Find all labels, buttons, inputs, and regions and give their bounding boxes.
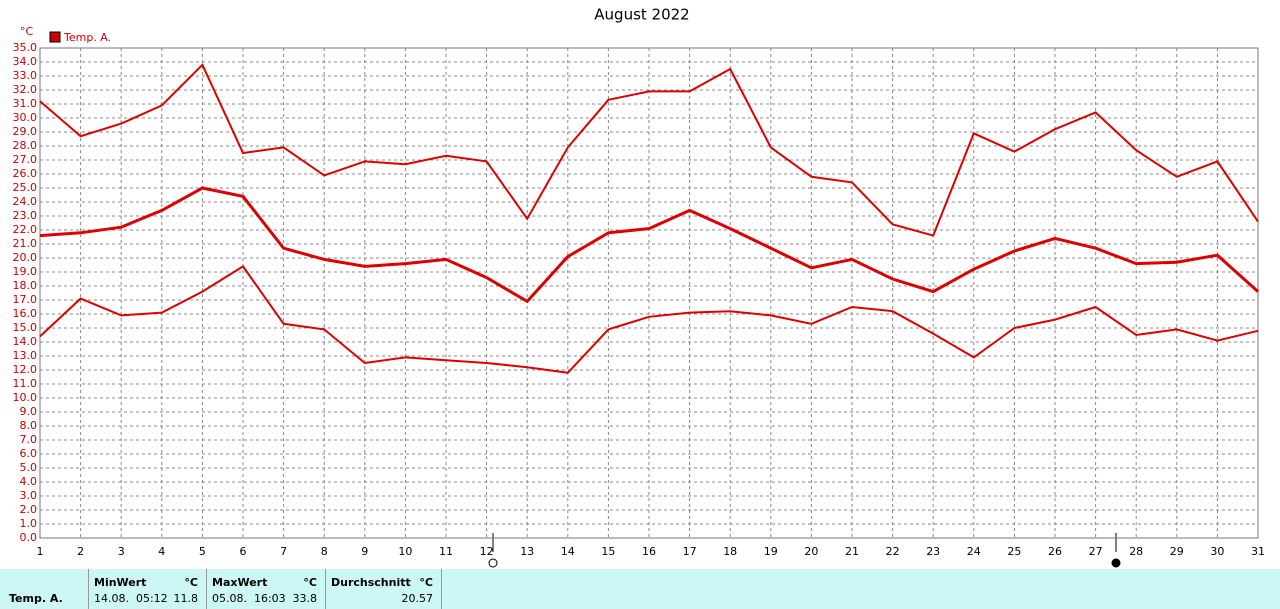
y-tick-label: 30.0 [13, 111, 38, 124]
x-tick-label: 21 [845, 545, 859, 558]
x-tick-label: 23 [926, 545, 940, 558]
x-tick-label: 29 [1170, 545, 1184, 558]
min-cell: MinWert °C 14.08. 05:12 11.8 [89, 569, 207, 609]
y-tick-label: 34.0 [13, 55, 38, 68]
legend-swatch [49, 31, 61, 43]
x-tick-label: 1 [37, 545, 44, 558]
y-tick-label: 6.0 [20, 447, 38, 460]
x-tick-label: 31 [1251, 545, 1265, 558]
avg-cell: Durchschnitt °C 20.57 [326, 569, 442, 609]
avg-value: 20.57 [401, 592, 434, 605]
y-tick-label: 26.0 [13, 167, 38, 180]
y-tick-label: 35.0 [13, 41, 38, 54]
y-tick-label: 8.0 [20, 419, 38, 432]
y-tick-label: 7.0 [20, 433, 38, 446]
y-axis-label: °C [20, 25, 34, 38]
y-tick-label: 15.0 [13, 321, 38, 334]
y-tick-label: 4.0 [20, 475, 38, 488]
x-tick-label: 16 [642, 545, 656, 558]
y-tick-label: 3.0 [20, 489, 38, 502]
full-moon-icon [1111, 558, 1121, 568]
y-tick-label: 5.0 [20, 461, 38, 474]
y-tick-label: 24.0 [13, 195, 38, 208]
stats-table: Temp. A. MinWert °C 14.08. 05:12 11.8 Ma… [0, 569, 1280, 609]
y-tick-label: 31.0 [13, 97, 38, 110]
y-tick-label: 2.0 [20, 503, 38, 516]
y-tick-label: 20.0 [13, 251, 38, 264]
x-tick-label: 7 [280, 545, 287, 558]
max-cell: MaxWert °C 05.08. 16:03 33.8 [207, 569, 326, 609]
x-tick-label: 18 [723, 545, 737, 558]
y-tick-label: 18.0 [13, 279, 38, 292]
x-tick-label: 15 [601, 545, 615, 558]
x-tick-label: 13 [520, 545, 534, 558]
data-line [39, 186, 1260, 304]
y-tick-label: 28.0 [13, 139, 38, 152]
y-tick-label: 0.0 [20, 531, 38, 544]
x-tick-label: 2 [77, 545, 84, 558]
max-unit: °C [303, 576, 317, 589]
avg-unit: °C [419, 576, 433, 589]
plot-frame [39, 47, 1259, 539]
legend-label: Temp. A. [63, 31, 111, 44]
x-tick-label: 27 [1089, 545, 1103, 558]
y-tick-label: 10.0 [13, 391, 38, 404]
x-tick-label: 11 [439, 545, 453, 558]
min-time: 14.08. 05:12 [94, 592, 168, 605]
y-tick-label: 9.0 [20, 405, 38, 418]
x-tick-label: 20 [804, 545, 818, 558]
y-tick-label: 23.0 [13, 209, 38, 222]
data-line [39, 63, 1259, 237]
y-tick-label: 27.0 [13, 153, 38, 166]
y-tick-label: 33.0 [13, 69, 38, 82]
max-time: 05.08. 16:03 [212, 592, 286, 605]
row-label: Temp. A. [9, 592, 63, 605]
avg-header: Durchschnitt [331, 576, 411, 589]
min-header: MinWert [94, 576, 147, 589]
row-header-cell: Temp. A. [0, 569, 89, 609]
y-tick-label: 14.0 [13, 335, 38, 348]
y-tick-label: 25.0 [13, 181, 38, 194]
x-tick-label: 4 [158, 545, 165, 558]
x-tick-label: 9 [361, 545, 368, 558]
min-value: 11.8 [173, 592, 199, 605]
max-header: MaxWert [212, 576, 268, 589]
x-tick-label: 6 [240, 545, 247, 558]
y-tick-label: 11.0 [13, 377, 38, 390]
new-moon-icon [488, 558, 498, 568]
y-tick-label: 19.0 [13, 265, 38, 278]
x-tick-label: 26 [1048, 545, 1062, 558]
y-tick-label: 29.0 [13, 125, 38, 138]
x-tick-label: 14 [561, 545, 575, 558]
chart: August 2022 °C Temp. A. 0.01.02.03.04.05… [13, 6, 1265, 568]
x-tick-label: 5 [199, 545, 206, 558]
y-tick-label: 16.0 [13, 307, 38, 320]
y-tick-label: 32.0 [13, 83, 38, 96]
x-tick-label: 8 [321, 545, 328, 558]
y-tick-label: 21.0 [13, 237, 38, 250]
x-tick-label: 28 [1129, 545, 1143, 558]
x-tick-label: 12 [480, 545, 494, 558]
x-tick-label: 25 [1007, 545, 1021, 558]
x-tick-label: 3 [118, 545, 125, 558]
y-tick-label: 22.0 [13, 223, 38, 236]
y-tick-label: 1.0 [20, 517, 38, 530]
x-tick-label: 24 [967, 545, 981, 558]
data-line [39, 265, 1259, 374]
x-tick-label: 30 [1210, 545, 1224, 558]
x-tick-label: 10 [398, 545, 412, 558]
x-tick-label: 22 [886, 545, 900, 558]
y-tick-label: 17.0 [13, 293, 38, 306]
x-tick-label: 17 [683, 545, 697, 558]
y-tick-label: 12.0 [13, 363, 38, 376]
x-tick-label: 19 [764, 545, 778, 558]
chart-title: August 2022 [594, 6, 689, 24]
y-tick-label: 13.0 [13, 349, 38, 362]
max-value: 33.8 [292, 592, 318, 605]
min-unit: °C [184, 576, 198, 589]
